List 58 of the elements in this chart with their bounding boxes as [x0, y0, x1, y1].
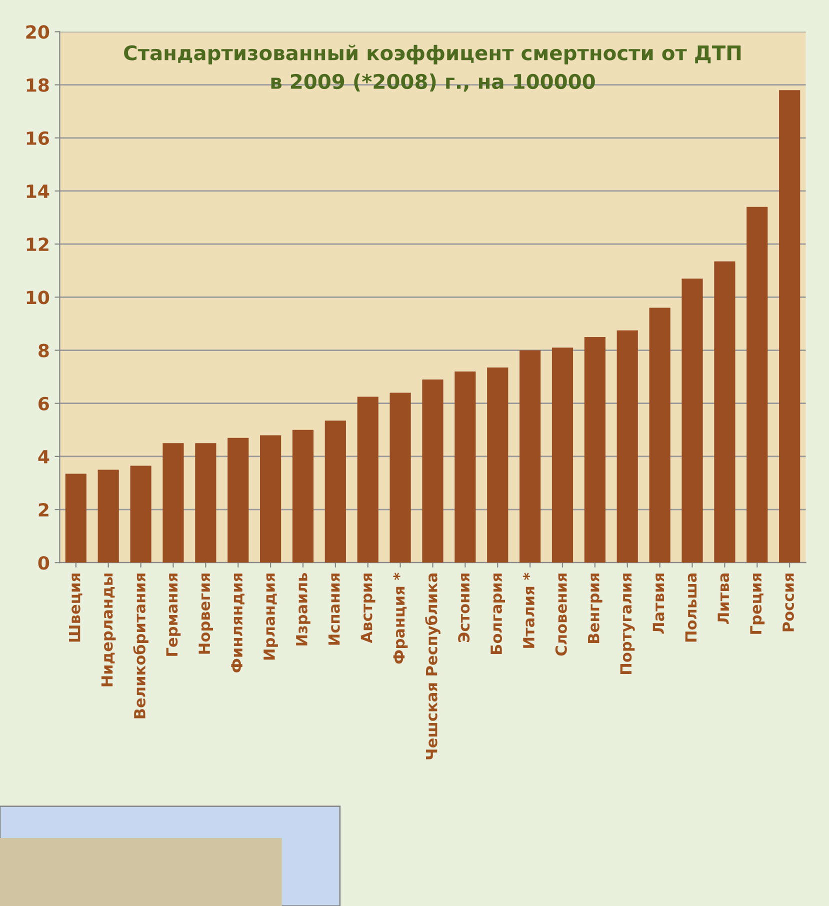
y-tick-label: 18 [26, 78, 49, 92]
bar [130, 466, 152, 563]
x-tick-label: Испания [328, 574, 340, 645]
y-tick-label: 20 [26, 25, 50, 39]
bar [649, 308, 670, 563]
bar [746, 206, 768, 563]
y-tick-label: 0 [38, 556, 50, 570]
y-tick-label: 12 [26, 238, 48, 251]
bar [228, 438, 249, 563]
x-tick-label: Болгария [490, 574, 506, 654]
bar [714, 261, 736, 563]
y-tick-label: 10 [26, 290, 50, 304]
x-tick-label: Ирландия [264, 574, 278, 660]
bar [584, 336, 606, 563]
bar [260, 435, 282, 563]
bar [324, 420, 346, 563]
x-tick-label: Греция [750, 574, 765, 634]
x-tick-label: Австрия [360, 574, 376, 644]
bar [162, 443, 184, 563]
bar [520, 350, 541, 563]
x-tick-label: Германия [166, 574, 181, 656]
bar [682, 278, 703, 563]
x-tick-label: Литва [718, 574, 730, 624]
x-tick-label: Нидерланды [101, 574, 116, 686]
x-tick-label: Эстония [458, 574, 470, 642]
bar [552, 348, 574, 563]
x-tick-label: Россия [782, 574, 794, 632]
bar [390, 392, 411, 563]
y-tick-label: 16 [26, 131, 49, 146]
x-tick-label: Чешская Республика [425, 574, 440, 760]
x-tick-label: Венгрия [588, 574, 602, 643]
bar [454, 371, 476, 563]
x-tick-label: Норвегия [198, 574, 214, 654]
y-tick-label: 14 [26, 184, 50, 198]
x-tick-label: Польша [685, 574, 697, 642]
bar [779, 90, 800, 563]
text: Стандартизованный коэффицент смертности от ДТП в 2009 (*2008) г., на 100000 [124, 44, 741, 92]
x-tick-label: Италия * [522, 572, 534, 648]
y-tick-label: 8 [38, 344, 49, 358]
bar [195, 443, 216, 563]
bar [292, 430, 314, 563]
y-tick-label: 2 [38, 502, 48, 516]
x-tick-label: Словения [555, 574, 567, 656]
bar [616, 330, 638, 563]
bar [98, 470, 119, 563]
bar [357, 396, 378, 563]
bar [487, 368, 508, 563]
x-tick-label: Финляндия [231, 574, 244, 672]
y-tick-label: 6 [38, 396, 49, 410]
bar [422, 379, 444, 563]
y-tick-label: 4 [38, 450, 50, 464]
x-tick-label: Португалия [620, 574, 635, 674]
x-tick-label: Израиль [296, 573, 310, 646]
x-tick-label: Великобритания [133, 574, 148, 718]
x-tick-label: Швеция [68, 574, 82, 642]
x-tick-label: Латвия [652, 574, 664, 634]
x-tick-label: Франция * [393, 572, 408, 664]
bar [65, 474, 86, 563]
